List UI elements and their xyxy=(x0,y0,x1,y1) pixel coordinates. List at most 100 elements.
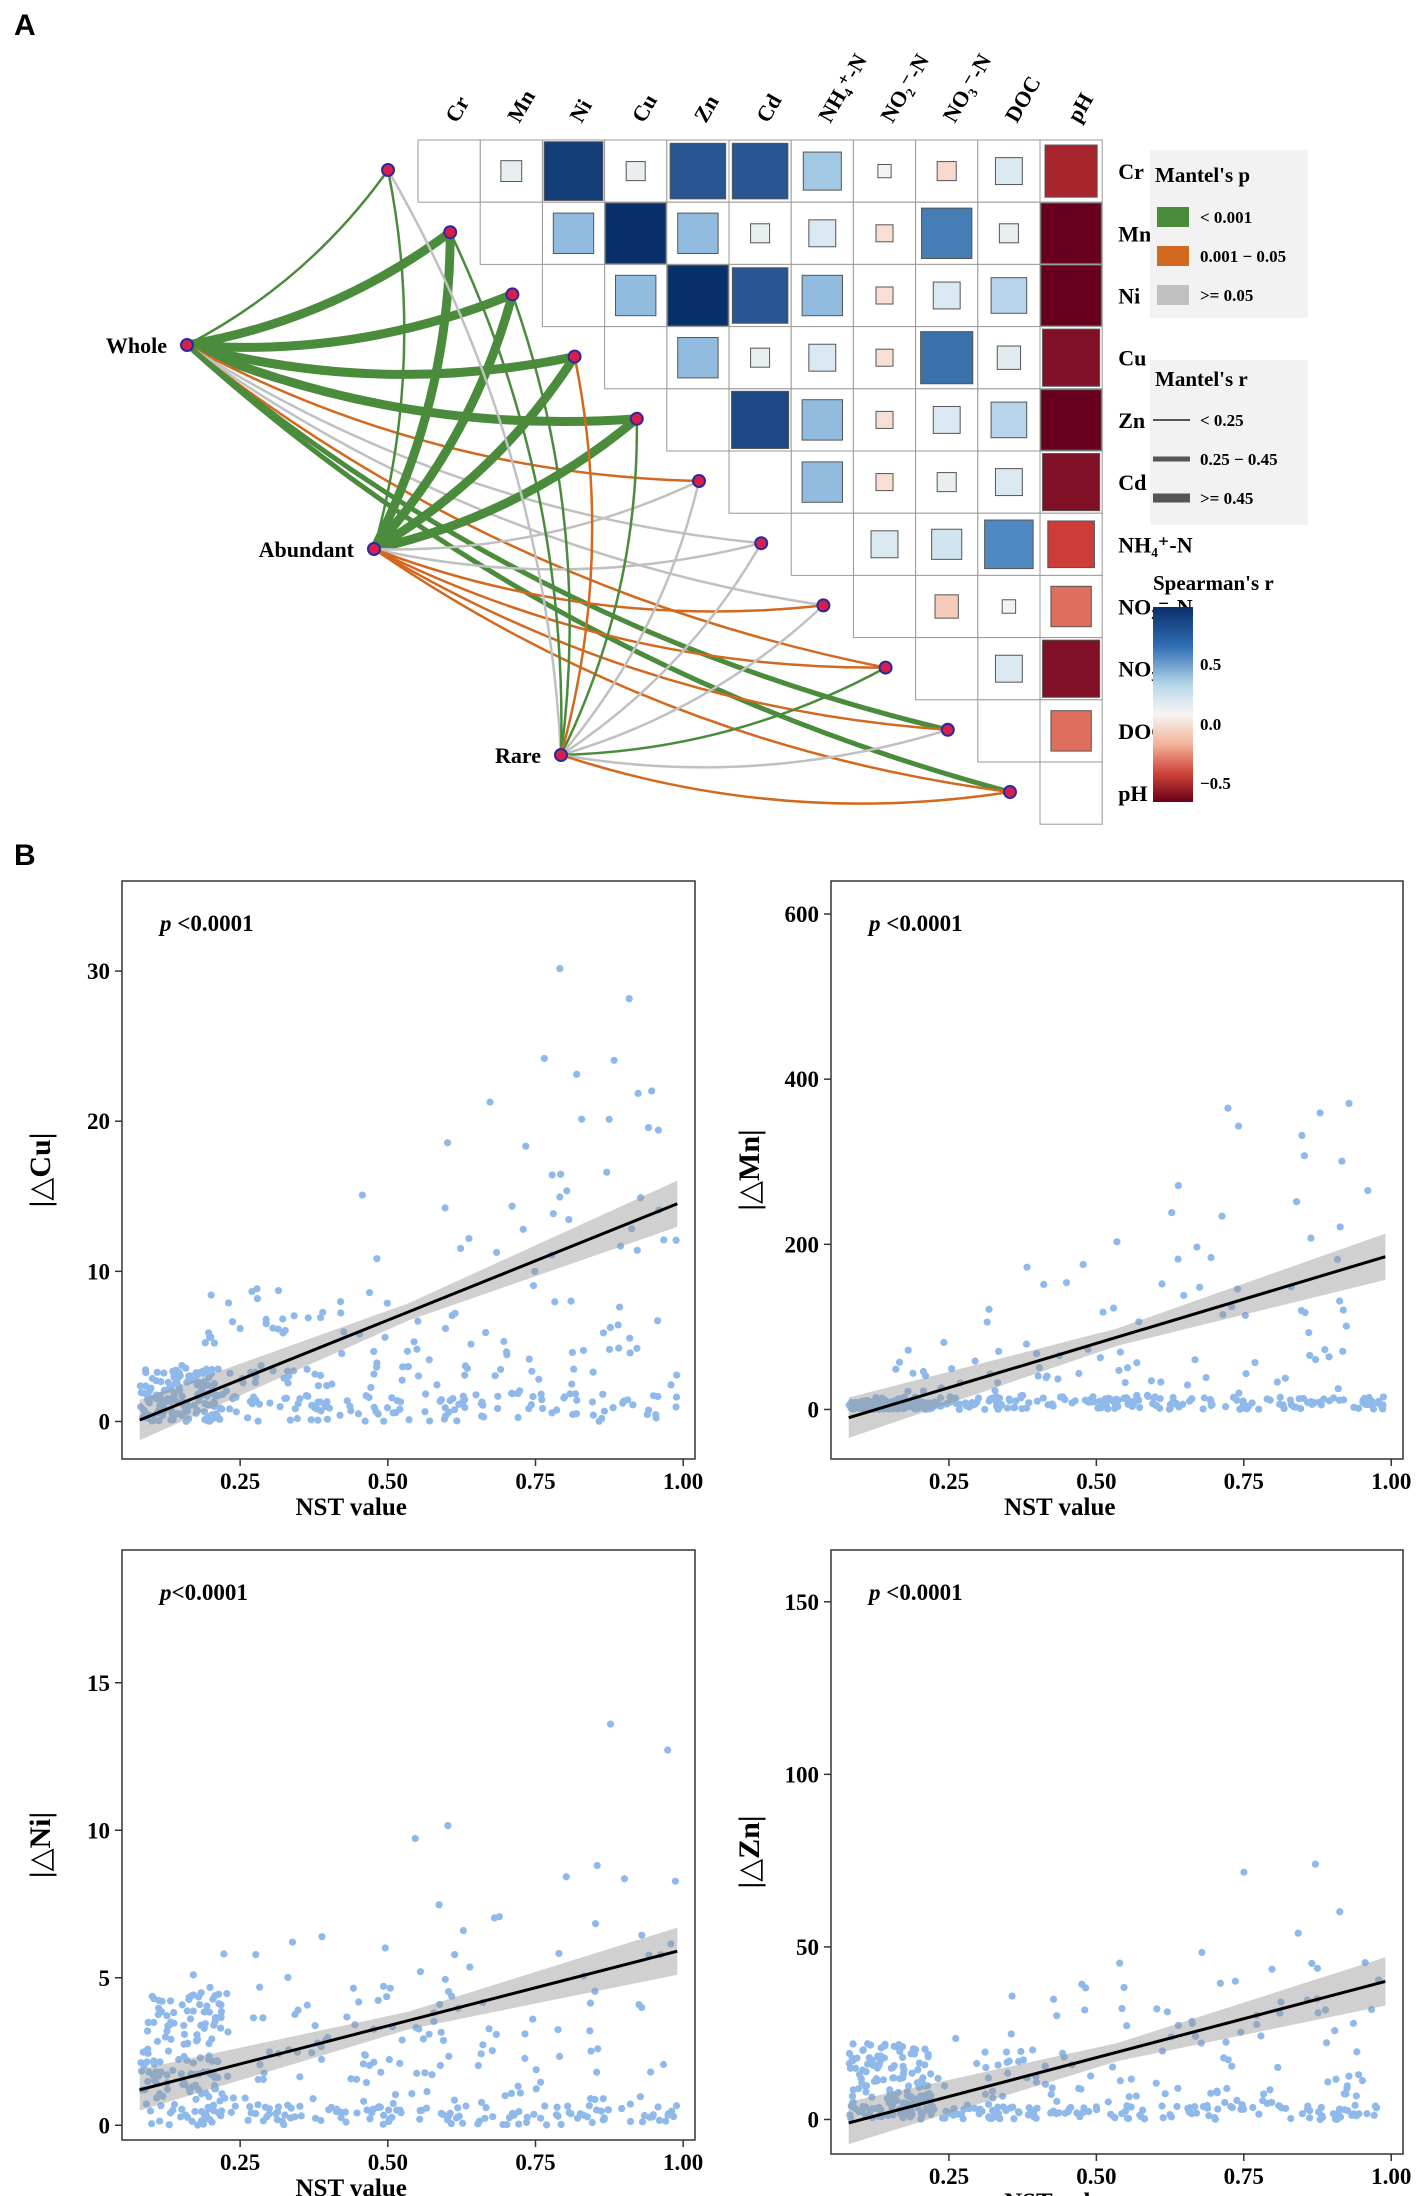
scatter-point-1-387 xyxy=(1109,1396,1117,1404)
scatter-point-0-394 xyxy=(232,1408,240,1416)
scatter-point-2-373 xyxy=(606,1720,615,1728)
scatter-point-3-394 xyxy=(1002,2048,1011,2056)
scatter-point-2-329 xyxy=(146,2107,155,2115)
scatter-point-0-231 xyxy=(192,1409,200,1417)
scatter-point-3-326 xyxy=(1024,2111,1032,2119)
scatter-point-0-337 xyxy=(362,1392,370,1400)
scatter-point-2-141 xyxy=(587,2047,595,2055)
scatter-point-1-179 xyxy=(985,1305,993,1313)
scatter-point-0-264 xyxy=(605,1345,614,1354)
scatter-point-3-414 xyxy=(927,2070,935,2078)
scatter-point-2-355 xyxy=(529,2015,537,2023)
scatter-point-2-61 xyxy=(553,2103,561,2111)
scatter-point-3-135 xyxy=(1205,2112,1213,2120)
mantel-p-item-1: < 0.001 xyxy=(1200,208,1252,227)
mantel-r-item-1: < 0.25 xyxy=(1200,411,1244,430)
scatter-point-1-11 xyxy=(1040,1280,1048,1288)
scatter-point-1-68 xyxy=(1281,1374,1289,1382)
scatter-point-1-282 xyxy=(1011,1403,1019,1411)
scatter-point-2-243 xyxy=(516,2089,524,2097)
heatmap-square-1-10 xyxy=(1040,202,1102,264)
scatter-point-2-334 xyxy=(200,2008,208,2016)
x-tick-label-3-2: 0.75 xyxy=(1224,2164,1264,2189)
scatter-point-0-393 xyxy=(303,1365,311,1373)
scatter-point-0-149 xyxy=(336,1297,345,1306)
scatter-point-0-268 xyxy=(440,1415,449,1423)
scatter-point-1-252 xyxy=(983,1318,991,1326)
scatter-point-1-201 xyxy=(1113,1238,1121,1246)
scatter-point-2-314 xyxy=(600,2115,608,2124)
scatter-point-0-348 xyxy=(226,1405,234,1413)
heatmap-square-1-4 xyxy=(677,212,719,254)
scatter-point-3-63 xyxy=(1222,2038,1230,2046)
scatter-point-0-197 xyxy=(142,1366,150,1374)
scatter-point-1-165 xyxy=(992,1392,1000,1401)
scatter-point-0-49 xyxy=(274,1325,282,1333)
scatter-point-3-359 xyxy=(1009,2103,1017,2111)
scatter-point-1-237 xyxy=(1287,1401,1295,1409)
scatter-point-0-194 xyxy=(529,1393,537,1401)
scatter-point-1-390 xyxy=(919,1387,927,1395)
scatter-point-0-84 xyxy=(589,1368,597,1376)
scatter-point-2-257 xyxy=(489,2113,497,2121)
scatter-point-0-369 xyxy=(616,1242,625,1250)
scatter-point-0-328 xyxy=(549,1210,557,1218)
scatter-point-2-132 xyxy=(281,2111,289,2119)
scatter-point-2-310 xyxy=(203,2002,211,2010)
spearman-title: Spearman's r xyxy=(1153,571,1274,595)
scatter-point-2-353 xyxy=(648,2113,657,2121)
heatmap-diag-cell-8 xyxy=(915,637,979,701)
scatter-point-2-241 xyxy=(459,2119,467,2127)
scatter-point-0-390 xyxy=(154,1392,162,1401)
heatmap-square-5-8 xyxy=(936,472,957,493)
scatter-point-3-325 xyxy=(1041,2080,1050,2088)
scatter-point-0-308 xyxy=(578,1115,586,1123)
scatter-point-2-186 xyxy=(317,2116,325,2125)
heatmap-diag-cell-3 xyxy=(604,326,668,390)
scatter-point-3-332 xyxy=(1153,2005,1161,2013)
scatter-point-2-399 xyxy=(381,1944,389,1952)
heatmap-square-0-9 xyxy=(994,157,1023,186)
scatter-point-3-407 xyxy=(877,2106,885,2114)
scatter-point-0-274 xyxy=(486,1098,494,1106)
scatter-point-2-365 xyxy=(436,2000,444,2009)
scatter-point-0-94 xyxy=(482,1328,490,1337)
scatter-point-0-174 xyxy=(570,1365,578,1373)
scatter-point-1-310 xyxy=(1049,1402,1057,1410)
scatter-point-3-95 xyxy=(921,2045,929,2053)
scatter-point-2-358 xyxy=(211,2085,220,2093)
scatter-point-2-122 xyxy=(231,2102,239,2110)
scatter-point-0-241 xyxy=(178,1392,186,1400)
scatter-point-2-27 xyxy=(413,2069,421,2077)
heatmap-diag-cell-1 xyxy=(479,201,543,265)
scatter-point-3-249 xyxy=(893,2096,901,2105)
scatter-point-2-363 xyxy=(375,2103,383,2111)
scatter-point-2-386 xyxy=(523,2113,531,2121)
scatter-point-2-158 xyxy=(437,2028,445,2036)
scatter-point-0-172 xyxy=(381,1333,389,1341)
scatter-point-2-231 xyxy=(474,2061,482,2070)
scatter-point-0-312 xyxy=(553,1406,561,1414)
scatter-point-0-361 xyxy=(145,1399,153,1407)
scatter-point-1-238 xyxy=(1218,1212,1226,1220)
scatter-point-3-378 xyxy=(1007,2030,1015,2038)
scatter-point-3-306 xyxy=(1371,2102,1379,2110)
mantel-p-swatch-1 xyxy=(1157,207,1189,227)
x-axis-label-3: NST value xyxy=(1004,2189,1115,2196)
scatter-point-2-325 xyxy=(583,2113,591,2121)
scatter-point-0-289 xyxy=(323,1415,331,1423)
scatter-point-3-155 xyxy=(1322,2039,1331,2047)
scatter-point-1-272 xyxy=(1035,1364,1043,1372)
p-value-label-1: p <0.0001 xyxy=(867,911,963,936)
scatter-point-3-43 xyxy=(1276,2009,1284,2017)
scatter-point-0-252 xyxy=(289,1367,298,1375)
heatmap-col-label-7: NO₂⁻-N xyxy=(875,49,934,126)
scatter-point-2-299 xyxy=(385,2056,393,2064)
network-link-rare-doc xyxy=(559,728,950,769)
scatter-point-0-262 xyxy=(296,1395,304,1403)
scatter-point-0-294 xyxy=(243,1414,252,1422)
scatter-point-0-70 xyxy=(672,1393,681,1401)
scatter-point-0-63 xyxy=(672,1403,680,1411)
scatter-point-2-187 xyxy=(303,2001,311,2009)
scatter-point-0-86 xyxy=(380,1417,388,1425)
